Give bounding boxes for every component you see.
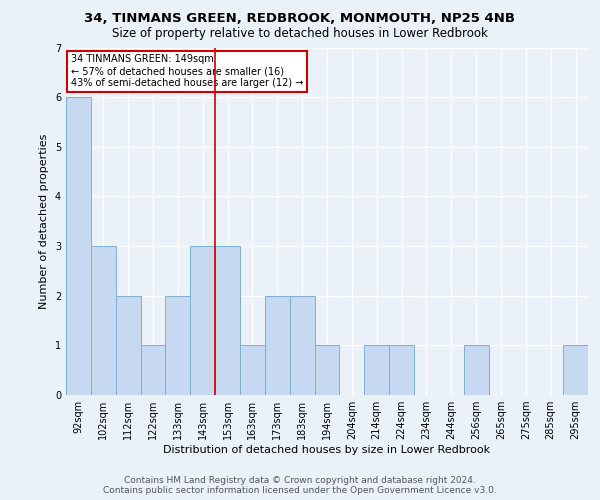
Bar [240,346,265,395]
Bar [389,346,414,395]
Y-axis label: Number of detached properties: Number of detached properties [40,134,49,309]
Bar [364,346,389,395]
Bar [563,346,588,395]
Text: 34 TINMANS GREEN: 149sqm
← 57% of detached houses are smaller (16)
43% of semi-d: 34 TINMANS GREEN: 149sqm ← 57% of detach… [71,54,304,88]
Bar [215,246,240,395]
Bar [166,296,190,395]
Bar [464,346,488,395]
Text: Size of property relative to detached houses in Lower Redbrook: Size of property relative to detached ho… [112,28,488,40]
Text: Contains HM Land Registry data © Crown copyright and database right 2024.
Contai: Contains HM Land Registry data © Crown c… [103,476,497,495]
Bar [140,346,166,395]
Bar [190,246,215,395]
Bar [66,97,91,395]
Bar [265,296,290,395]
Bar [290,296,314,395]
Bar [91,246,116,395]
Bar [314,346,340,395]
Bar [116,296,140,395]
Text: 34, TINMANS GREEN, REDBROOK, MONMOUTH, NP25 4NB: 34, TINMANS GREEN, REDBROOK, MONMOUTH, N… [85,12,515,26]
X-axis label: Distribution of detached houses by size in Lower Redbrook: Distribution of detached houses by size … [163,445,491,455]
